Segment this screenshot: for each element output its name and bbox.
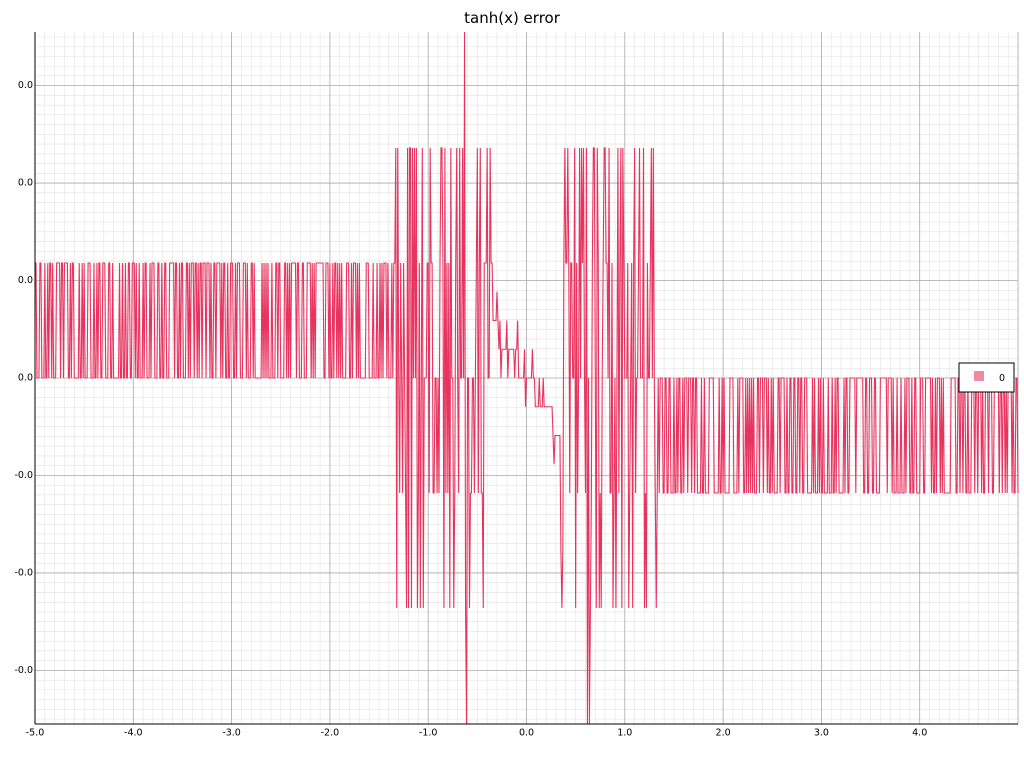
x-tick-label: 0.0 — [519, 728, 534, 739]
x-tick-labels: -5.0 -4.0 -3.0 -2.0 -1.0 0.0 1.0 2.0 3.0 4.0 — [26, 728, 928, 739]
legend-swatch — [974, 371, 984, 381]
x-tick-label: -2.0 — [321, 728, 340, 739]
series-layer — [35, 31, 1019, 725]
x-tick-label: 4.0 — [912, 728, 927, 739]
y-tick-labels: 0.0 0.0 0.0 0.0 -0.0 -0.0 -0.0 — [14, 80, 33, 676]
y-tick-label: 0.0 — [18, 80, 33, 91]
x-tick-label: -4.0 — [124, 728, 143, 739]
y-tick-label: -0.0 — [14, 567, 33, 578]
y-tick-label: 0.0 — [18, 373, 33, 384]
y-tick-label: -0.0 — [14, 665, 33, 676]
legend: 0 — [958, 362, 1015, 393]
legend-label: 0 — [999, 373, 1005, 384]
x-tick-label: 3.0 — [814, 728, 829, 739]
x-tick-label: -3.0 — [222, 728, 241, 739]
legend-box — [958, 362, 1015, 393]
series-line-0 — [35, 31, 1019, 725]
x-tick-label: 1.0 — [617, 728, 632, 739]
y-tick-label: -0.0 — [14, 470, 33, 481]
y-tick-label: 0.0 — [18, 275, 33, 286]
chart-title: tanh(x) error — [464, 9, 561, 27]
x-tick-label: -5.0 — [26, 728, 45, 739]
y-tick-label: 0.0 — [18, 178, 33, 189]
x-tick-label: -1.0 — [419, 728, 438, 739]
x-tick-label: 2.0 — [716, 728, 731, 739]
